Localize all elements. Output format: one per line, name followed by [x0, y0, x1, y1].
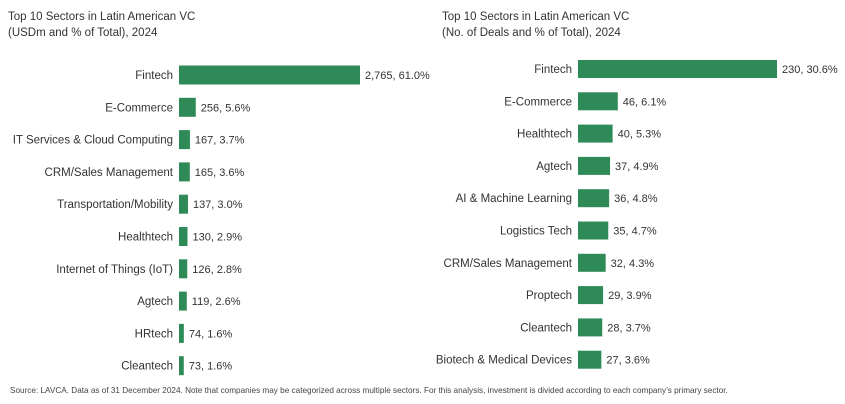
left-data-label: 256, 5.6% [201, 102, 251, 114]
left-category-label: Healthtech [118, 232, 173, 244]
right-category-label: Logistics Tech [500, 226, 572, 238]
left-bar [179, 162, 190, 182]
right-bar [578, 350, 602, 369]
right-bar [578, 124, 613, 143]
left-category-label: CRM/Sales Management [45, 167, 174, 179]
left-chart-title-line1: Top 10 Sectors in Latin American VC [8, 11, 196, 23]
left-data-label: 2,765, 61.0% [365, 70, 430, 82]
left-bar [179, 291, 187, 311]
right-bar [578, 60, 777, 78]
left-data-label: 165, 3.6% [195, 167, 245, 179]
right-data-label: 40, 5.3% [618, 129, 662, 141]
right-category-label: Healthtech [517, 129, 572, 141]
left-category-label: Internet of Things (IoT) [56, 264, 173, 276]
left-bar [179, 227, 188, 246]
left-bar [179, 259, 188, 279]
right-category-label: AI & Machine Learning [456, 193, 572, 205]
left-data-label: 137, 3.0% [193, 199, 243, 211]
right-category-label: Proptech [526, 290, 572, 302]
right-chart-title-line2: (No. of Deals and % of Total), 2024 [442, 27, 621, 39]
right-bar [578, 286, 604, 305]
right-data-label: 37, 4.9% [615, 161, 659, 173]
right-data-label: 29, 3.9% [608, 290, 652, 302]
right-category-label: Fintech [534, 64, 572, 76]
left-data-label: 73, 1.6% [189, 361, 233, 373]
left-data-label: 167, 3.7% [195, 135, 245, 147]
source-footnote: Source: LAVCA. Data as of 31 December 20… [10, 386, 728, 395]
left-bar [179, 130, 190, 150]
right-data-label: 32, 4.3% [611, 258, 655, 270]
left-bar [179, 97, 196, 117]
left-chart-title: Top 10 Sectors in Latin American VC (USD… [8, 9, 195, 41]
right-data-label: 36, 4.8% [614, 193, 658, 205]
left-bar [179, 323, 184, 343]
left-data-label: 130, 2.9% [193, 232, 243, 244]
right-data-label: 27, 3.6% [606, 355, 650, 367]
right-data-label: 35, 4.7% [613, 226, 657, 238]
left-category-label: E-Commerce [105, 102, 173, 114]
left-bar [179, 194, 188, 214]
right-bar [578, 156, 611, 175]
right-data-label: 230, 30.6% [782, 64, 838, 76]
right-category-label: Agtech [536, 161, 572, 173]
right-bar [578, 318, 603, 337]
left-category-label: IT Services & Cloud Computing [13, 135, 173, 147]
right-category-label: E-Commerce [504, 96, 572, 108]
right-bar [578, 221, 609, 240]
left-category-label: HRtech [135, 328, 173, 340]
right-data-label: 28, 3.7% [607, 322, 651, 334]
right-category-label: Cleantech [520, 322, 572, 334]
right-chart-title: Top 10 Sectors in Latin American VC (No.… [442, 9, 629, 41]
left-data-label: 74, 1.6% [189, 328, 233, 340]
right-category-label: CRM/Sales Management [444, 258, 573, 270]
right-chart-title-line1: Top 10 Sectors in Latin American VC [442, 11, 630, 23]
right-data-label: 46, 6.1% [623, 96, 667, 108]
left-data-label: 126, 2.8% [192, 264, 242, 276]
right-bar [578, 92, 618, 111]
left-category-label: Transportation/Mobility [57, 199, 173, 211]
left-category-label: Fintech [135, 70, 173, 82]
left-data-label: 119, 2.6% [192, 296, 241, 308]
left-bar [179, 356, 184, 376]
left-category-label: Cleantech [121, 361, 173, 373]
right-bar [578, 189, 610, 208]
left-chart-title-line2: (USDm and % of Total), 2024 [8, 27, 158, 39]
left-category-label: Agtech [137, 296, 173, 308]
left-bar [179, 65, 360, 85]
right-bar [578, 253, 606, 272]
right-category-label: Biotech & Medical Devices [436, 355, 572, 367]
